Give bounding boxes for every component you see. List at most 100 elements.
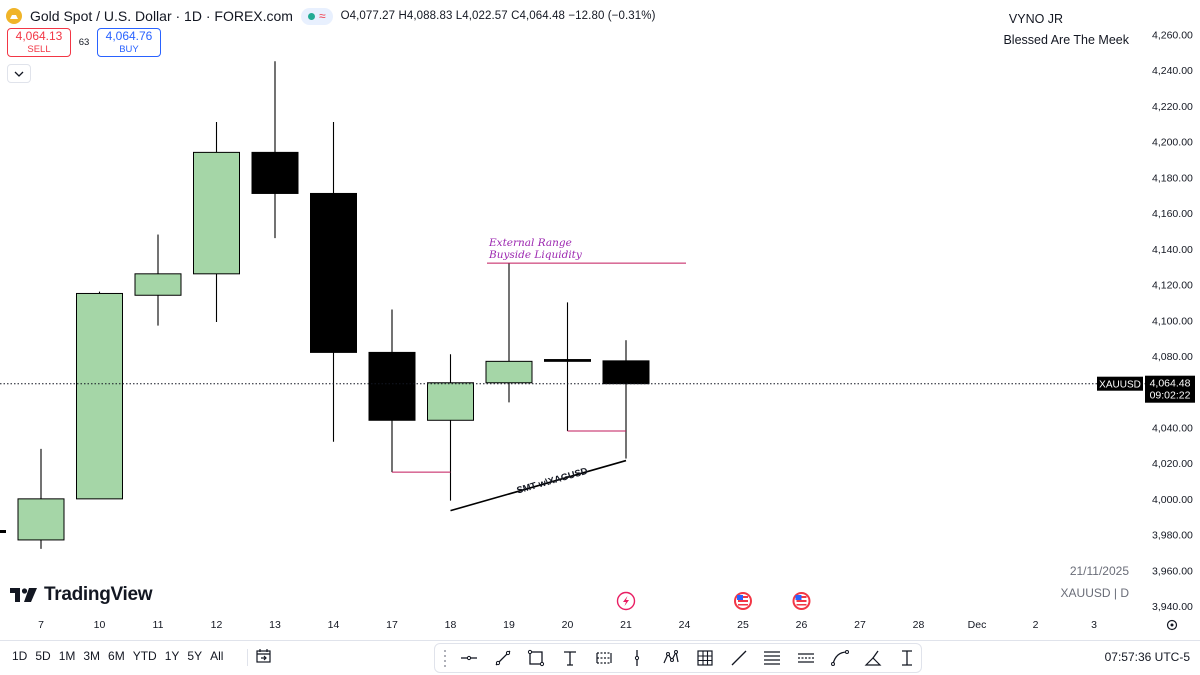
trade-panel: 4,064.13 SELL 63 4,064.76 BUY [7, 28, 161, 57]
y-tick-label: 4,040.00 [1152, 422, 1193, 434]
y-tick-label: 4,020.00 [1152, 458, 1193, 470]
candle-19 [485, 263, 533, 403]
range-selector: 1D 5D 1M 3M 6M YTD 1Y 5Y All [12, 649, 223, 663]
author-name: VYNO JR [1008, 12, 1064, 26]
y-tick-label: 3,960.00 [1152, 565, 1193, 577]
candle-body [76, 292, 123, 500]
price-tag-bg [1145, 375, 1195, 403]
y-tick-label: 4,160.00 [1152, 208, 1193, 220]
channel-icon[interactable] [792, 645, 820, 671]
fib-icon[interactable] [758, 645, 786, 671]
y-tick-label: 3,940.00 [1152, 601, 1193, 613]
y-tick-label: 4,120.00 [1152, 280, 1193, 292]
x-tick-label: 27 [854, 619, 866, 631]
range-3m[interactable]: 3M [83, 649, 101, 663]
rectangle-icon[interactable] [522, 645, 550, 671]
range-ytd[interactable]: YTD [132, 649, 157, 663]
us-flag-icon[interactable] [734, 592, 752, 610]
spread-value: 63 [78, 37, 90, 48]
y-tick-label: 4,180.00 [1152, 172, 1193, 184]
range-1m[interactable]: 1M [58, 649, 76, 663]
x-tick-label: 12 [211, 619, 223, 631]
pattern-icon[interactable] [657, 645, 685, 671]
buy-label: BUY [119, 44, 139, 55]
candle-body [17, 498, 65, 541]
horizontal-line-icon[interactable] [455, 645, 483, 671]
clock[interactable]: 07:57:36 UTC-5 [1104, 650, 1190, 664]
bottom-toolbar: 1D 5D 1M 3M 6M YTD 1Y 5Y All 07:57:36 UTC-5 [0, 640, 1200, 675]
lightning-icon[interactable] [616, 591, 636, 611]
candle-body [251, 151, 299, 194]
brush-icon[interactable] [860, 645, 888, 671]
x-tick-label: 20 [562, 619, 574, 631]
candle-21 [602, 340, 650, 459]
divider [247, 649, 248, 666]
candle-11 [134, 234, 182, 326]
wave-icon: ≈ [318, 9, 326, 23]
chevron-down-icon [14, 71, 24, 77]
position-icon[interactable] [590, 645, 618, 671]
ohlc-values: O4,077.27 H4,088.83 L4,022.57 C4,064.48 … [340, 10, 656, 22]
candle-body [427, 382, 474, 421]
range-5y[interactable]: 5Y [187, 649, 203, 663]
y-tick-label: 4,140.00 [1152, 244, 1193, 256]
smt-trend-line [450, 459, 627, 512]
axis-settings-gear-icon[interactable] [1166, 619, 1178, 631]
y-tick-label: 4,100.00 [1152, 315, 1193, 327]
range-6m[interactable]: 6M [108, 649, 125, 663]
drawing-toolbar [434, 643, 922, 673]
collapse-legend-button[interactable] [7, 64, 31, 83]
price-tag-symbol-bg [1097, 376, 1143, 391]
range-1d[interactable]: 1D [12, 649, 28, 663]
tradingview-logo[interactable]: TradingView [10, 584, 153, 606]
candle-body [193, 151, 240, 275]
grid-icon[interactable] [691, 645, 719, 671]
range-5d[interactable]: 5D [35, 649, 51, 663]
range-1y[interactable]: 1Y [164, 649, 180, 663]
x-tick-label: 26 [796, 619, 808, 631]
candle-7 [17, 448, 65, 549]
sell-button[interactable]: 4,064.13 SELL [7, 28, 71, 57]
trend-line-icon[interactable] [489, 645, 517, 671]
toolbar-grip-icon[interactable] [441, 649, 449, 667]
x-tick-label: 19 [503, 619, 515, 631]
gold-symbol-icon[interactable] [6, 8, 22, 24]
price-tag-countdown: 09:02:22 [1150, 390, 1191, 402]
market-status-pill[interactable]: ≈ [300, 7, 333, 25]
prev-candle-stub [0, 530, 6, 534]
vertical-line-icon[interactable] [624, 645, 652, 671]
x-tick-label: 28 [913, 619, 925, 631]
curve-icon[interactable] [826, 645, 854, 671]
candle-14 [310, 122, 357, 442]
x-tick-label: 14 [328, 619, 340, 631]
buyside-label-1: External Range [488, 237, 572, 249]
y-tick-label: 4,240.00 [1152, 65, 1193, 77]
candle-body [602, 360, 650, 385]
x-tick-label: 24 [679, 619, 691, 631]
buy-button[interactable]: 4,064.76 BUY [97, 28, 161, 57]
go-to-date-icon[interactable] [255, 647, 273, 670]
market-open-icon [307, 12, 315, 20]
x-tick-label: 7 [38, 619, 44, 631]
x-tick-label: 18 [445, 619, 457, 631]
us-flag-icon[interactable] [792, 592, 811, 610]
candle-20 [544, 302, 591, 431]
price-axis[interactable]: 4,260.00 4,240.00 4,220.00 4,200.00 4,180.00… [1097, 30, 1195, 614]
text-icon[interactable] [556, 645, 584, 671]
candles-group [17, 61, 650, 549]
chart-date: 21/11/2025 [1069, 564, 1129, 578]
line-icon[interactable] [725, 645, 753, 671]
candle-12 [193, 122, 240, 323]
measure-icon[interactable] [893, 645, 921, 671]
y-tick-label: 4,260.00 [1152, 30, 1193, 42]
time-axis[interactable]: 7 10 11 12 13 14 17 18 19 20 21 24 25 26 27 28 Dec 2 3 [38, 619, 1178, 631]
x-tick-label: Dec [968, 619, 987, 631]
x-tick-label: 21 [620, 619, 632, 631]
logo-text: TradingView [44, 584, 153, 605]
x-tick-label: 25 [737, 619, 749, 631]
symbol-title[interactable]: Gold Spot / U.S. Dollar · 1D · FOREX.com [30, 8, 293, 24]
candle-body [134, 273, 182, 296]
range-all[interactable]: All [210, 649, 224, 663]
